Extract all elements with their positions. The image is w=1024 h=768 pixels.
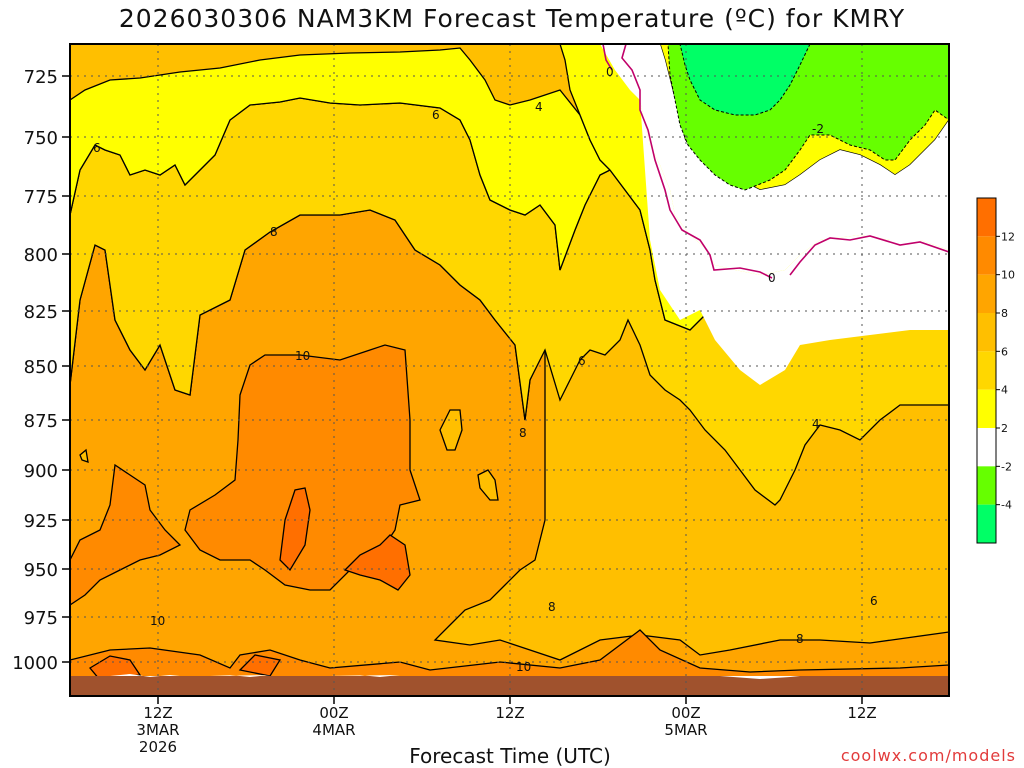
y-tick-label: 725 [24, 67, 58, 88]
credit-link[interactable]: coolwx.com/models [840, 746, 1016, 765]
contour-label: 0 [768, 271, 776, 285]
contour-label: 8 [270, 225, 278, 239]
fill-10-12-left [70, 463, 182, 606]
fill-6-8-island [79, 448, 89, 463]
contour-label: -2 [812, 122, 824, 136]
contour-label: 8 [548, 600, 556, 614]
fill-2-white-lower [640, 100, 949, 385]
y-tick-label: 925 [24, 511, 58, 532]
terrain [70, 676, 949, 696]
contour-label: 6 [870, 594, 878, 608]
contour-label: 4 [535, 100, 543, 114]
fill-6-8-island [477, 469, 499, 501]
terrain-edge [110, 674, 800, 679]
x-axis-label: Forecast Time (UTC) [409, 744, 611, 768]
y-tick-label: 825 [24, 302, 58, 323]
colorbar: 12 10 8 6 4 2 -2 -4 [976, 197, 1015, 544]
colorbar-frame [976, 197, 997, 544]
y-tick-label: 800 [24, 245, 58, 266]
contour-labels: 10 8 6 4 0 -2 6 4 8 8 10 6 8 10 6 0 [93, 65, 878, 674]
colorbar-tick-label: 12 [1001, 230, 1015, 243]
y-tick-label: 975 [24, 608, 58, 629]
colorbar-tick-label: 8 [1001, 307, 1008, 320]
x-tick-label: 12Z [847, 704, 876, 722]
colorbar-swatch [977, 389, 996, 428]
colorbar-swatch [977, 504, 996, 543]
chart-title: 2026030306 NAM3KM Forecast Temperature (… [118, 4, 906, 33]
contour-label: 8 [796, 632, 804, 646]
colorbar-tick-label: 6 [1001, 345, 1008, 358]
colorbar-swatch [977, 198, 996, 237]
colorbar-tick-label: 10 [1001, 269, 1015, 282]
contour-label: 6 [93, 141, 101, 155]
y-tick-label: 775 [24, 187, 58, 208]
plot-area: 10 8 6 4 0 -2 6 4 8 8 10 6 8 10 6 0 [70, 44, 949, 696]
colorbar-swatch [977, 466, 996, 505]
contour-label: 10 [516, 660, 531, 674]
contour-label: 10 [150, 614, 165, 628]
y-tick-label: 850 [24, 357, 58, 378]
fill-2-4 [70, 47, 612, 271]
contour-label: 8 [519, 426, 527, 440]
contour-label: 10 [295, 349, 310, 363]
x-tick-label: 2026 [139, 738, 177, 756]
colorbar-swatch [977, 236, 996, 275]
colorbar-swatch [977, 313, 996, 352]
x-tick-label: 12Z [143, 704, 172, 722]
x-tick-label: 5MAR [664, 721, 707, 739]
fill-0-2 [565, 44, 949, 275]
colorbar-tick-label: 4 [1001, 384, 1008, 397]
x-tick-label: 4MAR [312, 721, 355, 739]
colorbar-swatch [977, 351, 996, 390]
y-tick-label: 900 [24, 461, 58, 482]
contour-label: 6 [432, 108, 440, 122]
y-tick-label: 750 [24, 128, 58, 149]
contour-label: 0 [606, 65, 614, 79]
x-tick-label: 12Z [495, 704, 524, 722]
colorbar-tick-label: -4 [1001, 499, 1012, 512]
contour-zero [602, 44, 949, 279]
colorbar-swatch [977, 274, 996, 313]
y-tick-label: 950 [24, 560, 58, 581]
fill-neg4-neg6 [679, 44, 811, 116]
x-tick-label: 00Z [319, 704, 348, 722]
colorbar-tick-label: 2 [1001, 422, 1008, 435]
colorbar-swatch [977, 428, 996, 467]
x-tick-label: 3MAR [136, 721, 179, 739]
y-axis: 725 750 775 800 825 850 875 900 925 950 975 1000 [12, 67, 70, 674]
x-tick-label: 00Z [671, 704, 700, 722]
colorbar-tick-label: -2 [1001, 460, 1012, 473]
contour-label: 6 [578, 354, 586, 368]
y-tick-label: 875 [24, 411, 58, 432]
contour-label: 4 [812, 417, 820, 431]
fill-12-plus [279, 487, 311, 572]
fill-12-plus [238, 654, 282, 677]
y-tick-label: 1000 [12, 653, 58, 674]
fill-12-plus [343, 534, 411, 591]
